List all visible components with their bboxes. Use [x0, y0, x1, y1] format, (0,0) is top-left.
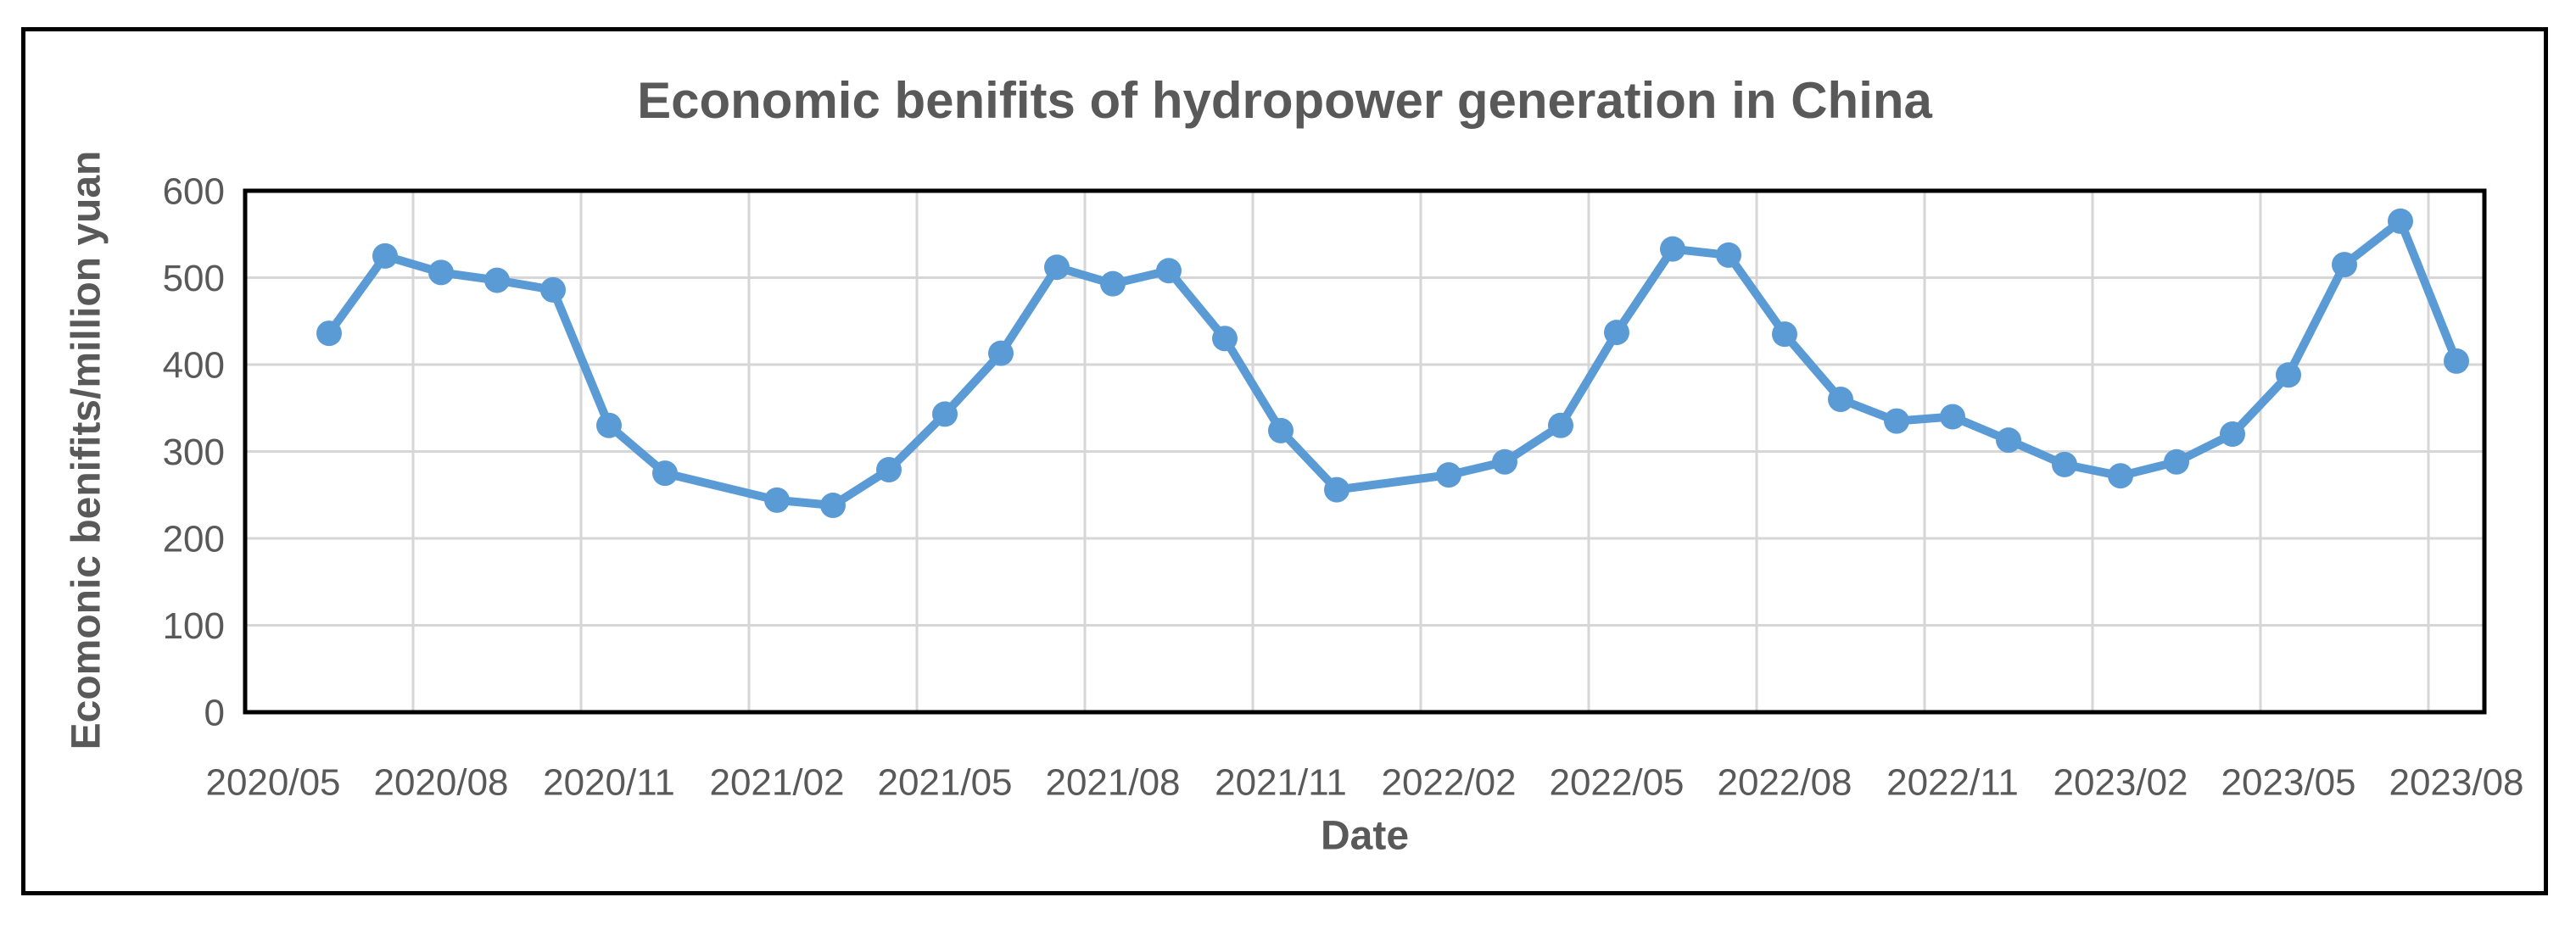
chart-title: Economic benifits of hydropower generati…: [637, 72, 1932, 129]
data-point-marker: [1492, 449, 1517, 475]
data-point-marker: [876, 457, 902, 483]
data-point-marker: [2388, 208, 2413, 234]
x-tick-label: 2022/11: [1886, 761, 2019, 803]
data-series-line: [325, 216, 2461, 510]
data-point-marker: [1044, 254, 1070, 281]
data-point-marker: [820, 493, 846, 519]
data-point-marker: [2220, 421, 2245, 447]
x-tick-label: 2021/05: [877, 761, 1012, 803]
data-point-marker: [1156, 258, 1182, 284]
data-point-marker: [540, 276, 566, 303]
data-point-marker: [1996, 427, 2021, 454]
x-tick-label: 2022/05: [1549, 761, 1684, 803]
data-point-marker: [1940, 404, 1965, 430]
y-tick-label: 100: [163, 605, 225, 647]
x-tick-label: 2020/08: [373, 761, 508, 803]
data-point-marker: [1884, 408, 1909, 434]
data-point-marker: [932, 401, 958, 427]
x-tick-label: 2023/08: [2389, 761, 2523, 803]
data-point-marker: [484, 267, 510, 293]
x-tick-label: 2022/02: [1381, 761, 1516, 803]
chart-frame: [21, 27, 2548, 895]
data-point-marker: [2164, 449, 2189, 475]
x-tick-label: 2021/08: [1045, 761, 1180, 803]
x-axis-title: Date: [1320, 813, 1410, 859]
data-point-marker: [2108, 463, 2133, 489]
y-tick-label: 600: [163, 170, 225, 212]
y-tick-label: 400: [163, 344, 225, 386]
x-tick-label: 2021/02: [709, 761, 844, 803]
data-point-marker: [372, 242, 398, 269]
y-tick-label: 300: [163, 432, 225, 473]
data-point-marker: [2052, 451, 2077, 477]
data-point-marker: [2444, 348, 2469, 374]
x-tick-label: 2023/05: [2221, 761, 2355, 803]
data-point-marker: [1100, 270, 1126, 297]
y-tick-label: 500: [163, 258, 225, 299]
data-point-marker: [1268, 417, 1294, 443]
data-point-marker: [1212, 326, 1238, 352]
data-point-marker: [316, 320, 342, 347]
x-tick-label: 2021/11: [1215, 761, 1347, 803]
x-tick-label: 2020/11: [543, 761, 675, 803]
x-tick-label: 2022/08: [1717, 761, 1852, 803]
x-tick-label: 2020/05: [205, 761, 340, 803]
data-point-marker: [1772, 321, 1797, 348]
data-point-marker: [1324, 476, 1349, 503]
data-point-marker: [764, 487, 790, 513]
y-tick-label: 0: [204, 692, 225, 733]
data-point-marker: [1828, 387, 1853, 412]
data-point-marker: [1604, 320, 1629, 346]
data-point-marker: [596, 412, 622, 438]
data-point-marker: [1548, 412, 1573, 438]
data-point-marker: [2276, 362, 2301, 388]
data-point-marker: [652, 460, 678, 487]
data-point-marker: [988, 340, 1014, 366]
data-point-marker: [1716, 242, 1741, 268]
x-tick-label: 2023/02: [2053, 761, 2188, 803]
data-point-marker: [2332, 252, 2357, 278]
y-axis-title: Ecomonic benifits/million yuan: [64, 150, 109, 750]
data-point-marker: [1436, 462, 1461, 488]
plot-border: [243, 188, 2487, 715]
y-tick-label: 200: [163, 518, 225, 560]
data-point-marker: [1660, 236, 1685, 262]
data-point-marker: [428, 259, 454, 286]
